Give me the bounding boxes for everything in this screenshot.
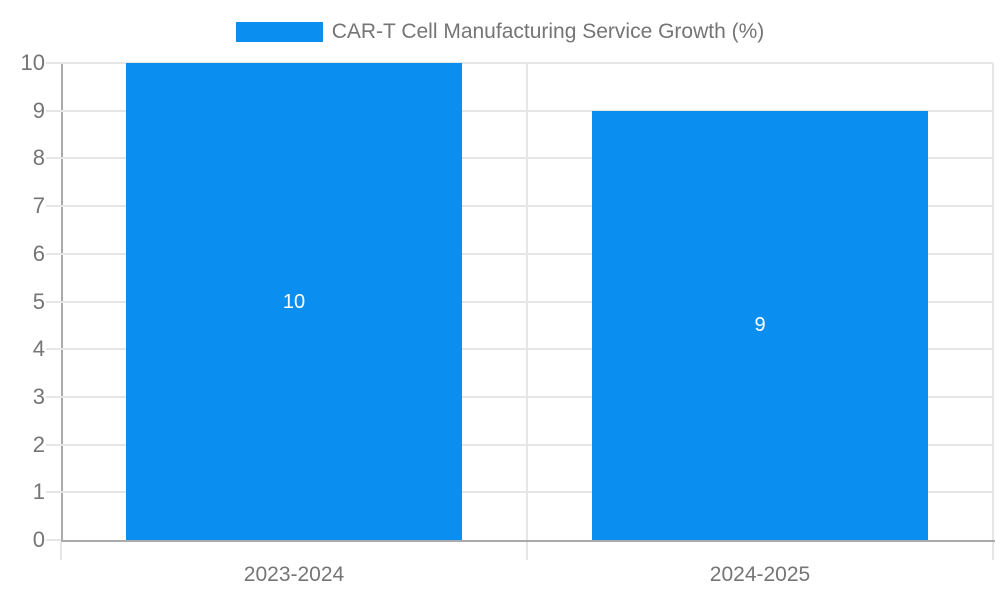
y-tick-label: 5 xyxy=(32,288,45,314)
y-tick-label: 8 xyxy=(32,145,45,171)
bar-value-label: 10 xyxy=(282,290,306,313)
y-tick-label: 4 xyxy=(32,336,45,362)
legend-label: CAR-T Cell Manufacturing Service Growth … xyxy=(331,20,765,43)
y-tick xyxy=(46,539,61,541)
y-tick-label: 3 xyxy=(32,383,45,409)
x-tick xyxy=(992,542,994,560)
y-tick-label: 0 xyxy=(32,527,45,552)
y-tick-label: 2 xyxy=(32,431,45,457)
y-tick xyxy=(46,491,61,494)
y-tick xyxy=(46,62,61,64)
x-axis-label: 2023-2024 xyxy=(243,563,345,586)
bar-2023-2024[interactable] xyxy=(126,63,462,540)
legend: CAR-T Cell Manufacturing Service Growth … xyxy=(0,20,1000,44)
y-tick-label: 9 xyxy=(32,97,45,123)
plot-area xyxy=(61,63,995,542)
y-tick xyxy=(46,109,61,112)
y-tick-label: 7 xyxy=(32,193,45,219)
x-axis-label: 2024-2025 xyxy=(709,563,811,586)
x-tick xyxy=(526,542,528,560)
y-tick xyxy=(46,395,61,398)
category-boundary-gridline xyxy=(992,63,994,540)
y-tick-label: 10 xyxy=(20,50,45,75)
legend-swatch xyxy=(235,22,323,42)
y-tick xyxy=(46,443,61,446)
y-tick xyxy=(46,205,61,208)
x-tick xyxy=(60,542,62,560)
y-tick xyxy=(46,300,61,303)
bar-value-label: 9 xyxy=(754,314,766,337)
y-tick-label: 6 xyxy=(32,240,45,266)
y-tick xyxy=(46,252,61,255)
y-tick-label: 1 xyxy=(32,479,45,505)
category-boundary-gridline xyxy=(526,63,528,540)
y-tick xyxy=(46,157,61,160)
bar-2024-2025[interactable] xyxy=(592,110,928,540)
y-tick xyxy=(46,348,61,351)
